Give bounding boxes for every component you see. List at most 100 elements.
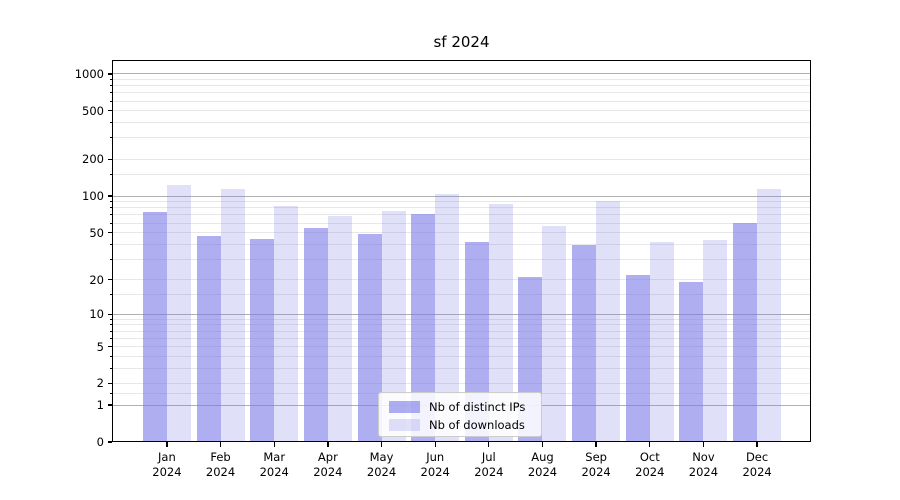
minor-gridline <box>112 158 811 160</box>
y-minor-tick-mark <box>109 222 112 224</box>
legend-label-downloads: Nb of downloads <box>429 417 525 432</box>
bar-downloads-8 <box>596 201 621 442</box>
minor-gridline <box>112 92 811 94</box>
minor-gridline <box>112 137 811 139</box>
legend-swatch-distinct-ips <box>389 400 420 413</box>
minor-gridline <box>112 318 811 320</box>
y-minor-tick-mark <box>109 79 112 81</box>
y-tick-mark <box>107 110 112 112</box>
x-tick-mark <box>327 442 329 447</box>
bar-downloads-11 <box>757 189 782 442</box>
y-minor-tick-mark <box>109 100 112 102</box>
minor-gridline <box>112 243 811 245</box>
bar-downloads-9 <box>649 241 674 442</box>
y-tick-mark <box>107 313 112 315</box>
y-minor-tick-mark <box>109 137 112 139</box>
y-minor-tick-mark <box>109 392 112 394</box>
y-minor-tick-mark <box>109 330 112 332</box>
y-tick-label: 500 <box>82 103 104 118</box>
bar-ips-1 <box>196 235 221 442</box>
x-tick-label: Nov 2024 <box>688 450 719 479</box>
bar-downloads-1 <box>220 189 245 442</box>
x-tick-mark <box>595 442 597 447</box>
bar-ips-2 <box>250 239 275 442</box>
minor-gridline <box>112 279 811 281</box>
y-minor-tick-mark <box>109 318 112 320</box>
major-gridline <box>112 73 811 75</box>
y-tick-mark <box>107 345 112 348</box>
y-minor-tick-mark <box>109 207 112 209</box>
y-tick-label: 10 <box>89 307 104 322</box>
y-minor-tick-mark <box>109 367 112 369</box>
major-gridline <box>112 195 811 197</box>
x-tick-label: Apr 2024 <box>313 450 343 479</box>
minor-gridline <box>112 201 811 203</box>
chart-title: sf 2024 <box>433 33 490 51</box>
y-minor-tick-mark <box>109 337 112 339</box>
bar-downloads-10 <box>703 240 728 442</box>
y-minor-tick-mark <box>109 85 112 87</box>
minor-gridline <box>112 174 811 176</box>
y-tick-label: 100 <box>82 189 104 204</box>
minor-gridline <box>112 324 811 326</box>
minor-gridline <box>112 85 811 87</box>
y-tick-mark <box>107 195 112 197</box>
x-tick-label: Jan 2024 <box>152 450 182 479</box>
minor-gridline <box>112 293 811 295</box>
y-minor-tick-mark <box>109 174 112 176</box>
x-tick-mark <box>702 442 705 447</box>
minor-gridline <box>112 110 811 112</box>
y-minor-tick-mark <box>109 243 112 245</box>
y-minor-tick-mark <box>109 258 112 260</box>
minor-gridline <box>112 367 811 369</box>
y-minor-tick-mark <box>109 92 112 94</box>
bar-ips-8 <box>572 245 597 442</box>
bar-downloads-0 <box>166 185 191 442</box>
minor-gridline <box>112 100 811 102</box>
bar-downloads-7 <box>542 225 567 442</box>
minor-gridline <box>112 337 811 339</box>
y-tick-mark <box>107 158 112 161</box>
minor-gridline <box>112 382 811 384</box>
y-tick-mark <box>107 231 112 234</box>
x-tick-mark <box>380 442 383 447</box>
major-gridline <box>112 313 811 315</box>
y-tick-label: 1000 <box>74 66 104 81</box>
y-minor-tick-mark <box>109 201 112 203</box>
legend: Nb of distinct IPs Nb of downloads <box>378 392 542 437</box>
plot-area <box>112 60 811 442</box>
x-tick-mark <box>488 442 490 447</box>
x-tick-mark <box>541 442 544 447</box>
x-tick-label: Jul 2024 <box>474 450 504 479</box>
minor-gridline <box>112 122 811 124</box>
minor-gridline <box>112 79 811 81</box>
bar-ips-11 <box>733 223 758 442</box>
y-tick-label: 0 <box>96 435 104 449</box>
bar-ips-4 <box>357 233 382 442</box>
x-tick-label: Feb 2024 <box>205 450 236 479</box>
y-minor-tick-mark <box>109 293 112 295</box>
y-minor-tick-mark <box>109 122 112 124</box>
x-tick-mark <box>219 442 222 447</box>
minor-gridline <box>112 355 811 357</box>
legend-label-distinct-ips: Nb of distinct IPs <box>429 399 526 414</box>
y-tick-mark <box>107 382 112 385</box>
legend-swatch-downloads <box>389 418 420 431</box>
y-minor-tick-mark <box>109 355 112 357</box>
legend-item-distinct-ips: Nb of distinct IPs <box>389 398 541 415</box>
bar-downloads-3 <box>327 215 352 442</box>
y-tick-label: 2 <box>96 376 104 391</box>
bar-ips-3 <box>303 227 328 442</box>
bar-downloads-2 <box>274 205 299 442</box>
minor-gridline <box>112 232 811 234</box>
bar-ips-9 <box>625 274 650 442</box>
x-tick-label: May 2024 <box>366 450 397 479</box>
y-tick-label: 200 <box>82 152 104 167</box>
y-tick-mark <box>107 441 112 443</box>
x-tick-label: Dec 2024 <box>742 450 772 479</box>
y-tick-label: 50 <box>89 225 104 240</box>
y-tick-label: 1 <box>96 398 104 413</box>
y-tick-label: 5 <box>96 339 104 354</box>
y-minor-tick-mark <box>109 214 112 216</box>
x-tick-mark <box>434 442 436 447</box>
